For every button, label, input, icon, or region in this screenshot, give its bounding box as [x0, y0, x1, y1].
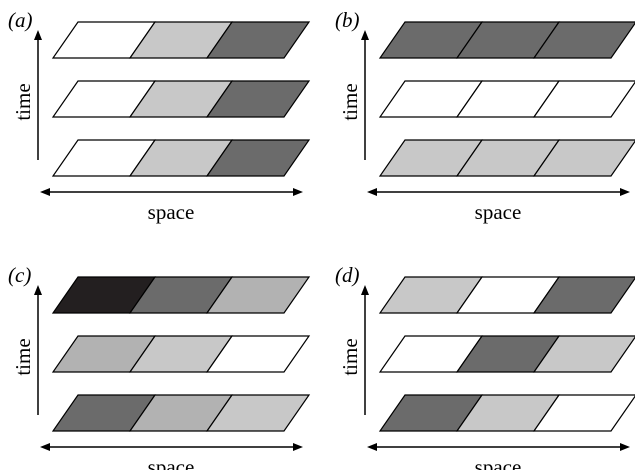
time-row: [51, 80, 311, 118]
time-label: time: [338, 338, 362, 375]
cell-dark: [205, 21, 311, 59]
time-row: [51, 139, 311, 177]
time-label: time: [11, 338, 35, 375]
cell-dark: [532, 21, 635, 59]
time-row: [51, 335, 311, 373]
time-axis-arrowhead: [361, 30, 369, 40]
space-axis-left-arrowhead: [367, 188, 377, 196]
time-axis-arrowhead: [34, 285, 42, 295]
cell-white: [532, 80, 635, 118]
panel-a: (a) time space: [8, 8, 311, 224]
time-row: [378, 276, 635, 314]
time-row: [378, 139, 635, 177]
time-row: [378, 335, 635, 373]
panel-label: (c): [8, 263, 31, 287]
space-axis-left-arrowhead: [40, 443, 50, 451]
panel-label: (a): [8, 8, 33, 32]
space-label: space: [475, 455, 522, 470]
panel-c: (c) time space: [8, 263, 311, 470]
time-row: [51, 21, 311, 59]
space-label: space: [475, 200, 522, 224]
space-axis-left-arrowhead: [40, 188, 50, 196]
time-axis-arrowhead: [34, 30, 42, 40]
cell-light: [205, 394, 311, 432]
cell-mid: [205, 276, 311, 314]
panel-label: (b): [335, 8, 360, 32]
time-row: [378, 21, 635, 59]
time-axis-arrowhead: [361, 285, 369, 295]
cell-white: [205, 335, 311, 373]
cell-light: [532, 335, 635, 373]
space-axis-right-arrowhead: [293, 443, 303, 451]
space-label: space: [148, 200, 195, 224]
time-row: [51, 394, 311, 432]
cell-dark: [205, 80, 311, 118]
panel-d: (d) time space: [335, 263, 635, 470]
time-row: [51, 276, 311, 314]
time-label: time: [338, 83, 362, 120]
space-axis-right-arrowhead: [620, 443, 630, 451]
cell-dark: [532, 276, 635, 314]
space-label: space: [148, 455, 195, 470]
time-row: [378, 394, 635, 432]
panel-b: (b) time space: [335, 8, 635, 224]
cell-dark: [205, 139, 311, 177]
time-row: [378, 80, 635, 118]
space-axis-left-arrowhead: [367, 443, 377, 451]
space-axis-right-arrowhead: [620, 188, 630, 196]
cell-light: [532, 139, 635, 177]
cell-white: [532, 394, 635, 432]
panel-label: (d): [335, 263, 360, 287]
time-label: time: [11, 83, 35, 120]
space-axis-right-arrowhead: [293, 188, 303, 196]
